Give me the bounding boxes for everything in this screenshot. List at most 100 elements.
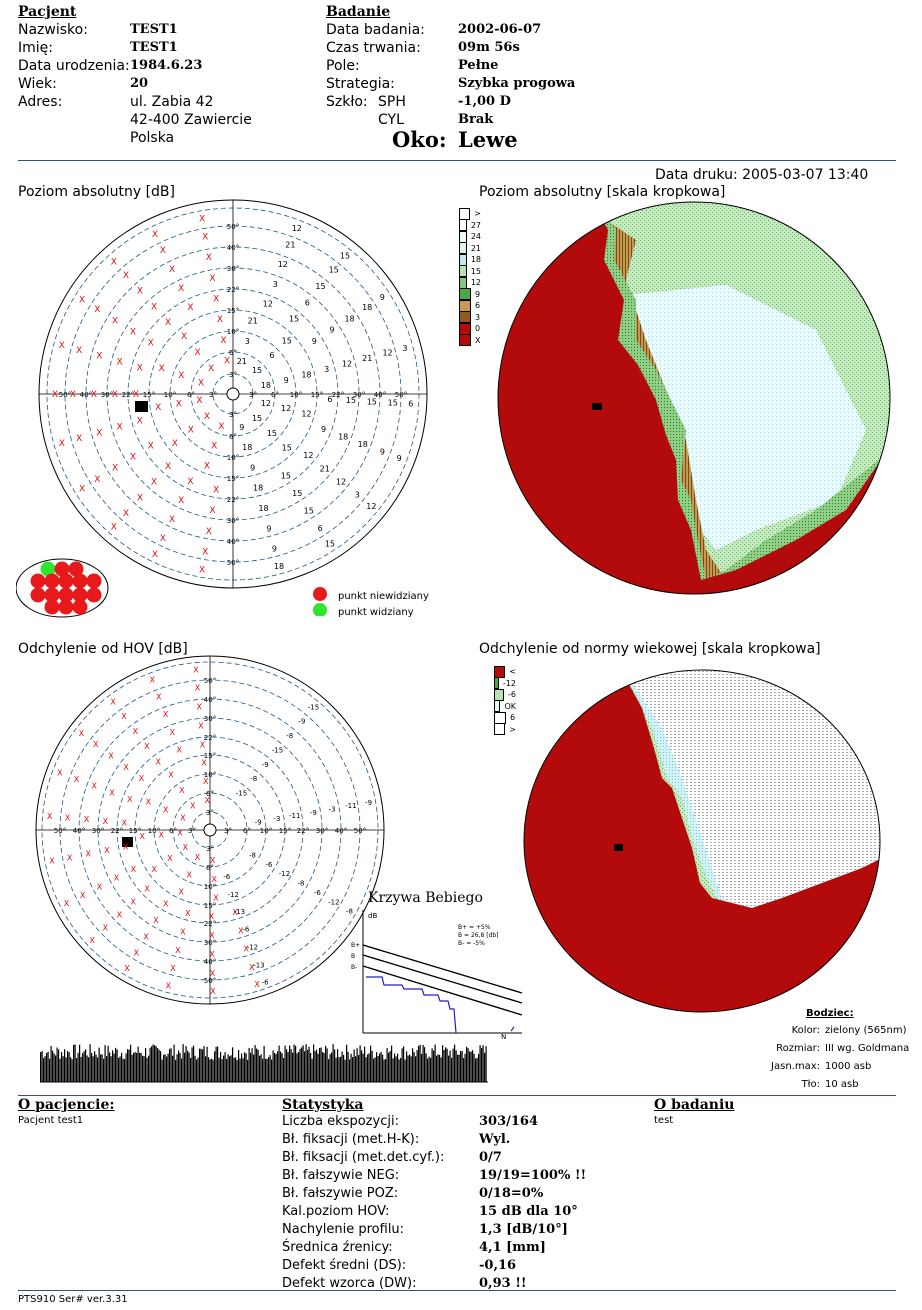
bebie-b-line [362, 954, 523, 1004]
timeline-bar [238, 1050, 240, 1082]
x-mark: X [116, 357, 122, 367]
abs-db-title: Poziom absolutny [dB] [18, 184, 176, 200]
timeline-bar [305, 1044, 307, 1082]
timeline-bar [430, 1057, 432, 1082]
timeline-bar [322, 1051, 324, 1082]
threshold-value: 9 [284, 376, 289, 385]
timeline-bar [403, 1046, 405, 1082]
timeline-bar [280, 1051, 282, 1082]
timeline-bar [398, 1059, 400, 1082]
timeline-bar [149, 1047, 151, 1082]
timeline-bar [61, 1052, 63, 1082]
tick-label: 30° [316, 827, 328, 835]
timeline-bar [449, 1050, 451, 1082]
stats-row: Liczba ekspozycji: 303/164 [282, 1114, 539, 1129]
x-mark: X [209, 931, 215, 940]
timeline-bar [473, 1053, 475, 1082]
timeline-bar [218, 1057, 220, 1082]
tick-label: 15° [143, 391, 155, 399]
timeline-bar [67, 1051, 69, 1082]
timeline-bar [208, 1057, 210, 1082]
timeline-bar [145, 1048, 147, 1082]
timeline-bar [214, 1051, 216, 1082]
timeline-bar [350, 1053, 352, 1082]
timeline-bar [101, 1054, 103, 1082]
timeline-bar [122, 1058, 124, 1082]
x-mark: X [187, 477, 193, 487]
deviation-value: -6 [242, 926, 250, 934]
threshold-value: 9 [312, 337, 317, 346]
timeline-bar [301, 1047, 303, 1082]
timeline-bar [125, 1053, 127, 1082]
timeline-bar [295, 1045, 297, 1082]
x-mark: X [176, 400, 182, 410]
timeline-bar [389, 1051, 391, 1082]
abs-dot-title: Poziom absolutny [skala kropkowa] [479, 184, 726, 200]
timeline-bar [298, 1052, 300, 1082]
x-mark: X [169, 265, 175, 275]
bebie-legend-bplus: B+ = +5% [458, 924, 491, 931]
x-mark: X [178, 496, 184, 506]
timeline-bar [272, 1050, 274, 1082]
x-mark: X [199, 215, 205, 225]
timeline-bar [185, 1046, 187, 1082]
x-mark: X [212, 875, 218, 884]
timeline-bar [314, 1051, 316, 1082]
x-mark: X [201, 758, 207, 767]
unseen-point-icon [44, 573, 60, 589]
unseen-point-icon [72, 599, 88, 615]
exam-heading: Badanie [326, 4, 391, 20]
exposure-timeline [40, 1044, 488, 1083]
timeline-bar [98, 1047, 100, 1082]
tick-label: 40° [227, 244, 239, 252]
x-mark: X [103, 817, 109, 826]
scale-swatch: OK [494, 700, 516, 713]
timeline-bar [220, 1052, 222, 1082]
cyl-value: Brak [458, 112, 494, 127]
timeline-bar [103, 1058, 105, 1082]
x-mark: X [94, 305, 100, 315]
x-mark: X [163, 900, 169, 909]
x-mark: X [117, 911, 123, 920]
timeline-bar [377, 1055, 379, 1082]
x-mark: X [220, 336, 226, 346]
abs-db-field-plot: 3° 3° 3° 3° 6° 6° 6° 6° 10° 10° 10° 10° 15° 15° 15° 15°… [38, 199, 428, 589]
timeline-bar [331, 1052, 333, 1082]
x-mark: X [204, 461, 210, 471]
timeline-bar [197, 1057, 199, 1082]
tick-label: 40° [80, 391, 92, 399]
x-mark: X [198, 721, 204, 730]
bebie-n-label: N [501, 1033, 506, 1040]
timeline-bar [167, 1053, 169, 1082]
threshold-value: 18 [242, 443, 252, 452]
x-mark: X [244, 945, 250, 954]
timeline-bar [200, 1048, 202, 1082]
x-mark: X [213, 894, 219, 903]
x-mark: X [165, 318, 171, 328]
x-mark: X [59, 439, 65, 449]
timeline-bar [392, 1058, 394, 1082]
x-mark: X [151, 478, 157, 488]
threshold-value: 15 [289, 315, 299, 324]
timeline-bar [184, 1052, 186, 1082]
timeline-bar [97, 1057, 99, 1082]
timeline-bar [409, 1054, 411, 1082]
timeline-bar [152, 1044, 154, 1082]
timeline-bar [203, 1046, 205, 1082]
tick-label: 40° [73, 827, 85, 835]
tick-label: 3° [224, 827, 232, 835]
timeline-bar [475, 1058, 477, 1082]
timeline-bar [343, 1054, 345, 1082]
timeline-bar [424, 1047, 426, 1082]
seen-point-icon [313, 603, 327, 616]
tick-label: 6° [229, 349, 237, 357]
x-mark: X [112, 464, 118, 474]
threshold-value: 6 [269, 351, 274, 360]
eye-label: Oko: [392, 127, 447, 152]
x-mark: X [211, 442, 217, 452]
timeline-bar [401, 1048, 403, 1082]
timeline-bar [104, 1045, 106, 1082]
threshold-value: 9 [239, 423, 244, 432]
x-mark: X [144, 742, 150, 751]
threshold-value: 15 [252, 366, 262, 375]
